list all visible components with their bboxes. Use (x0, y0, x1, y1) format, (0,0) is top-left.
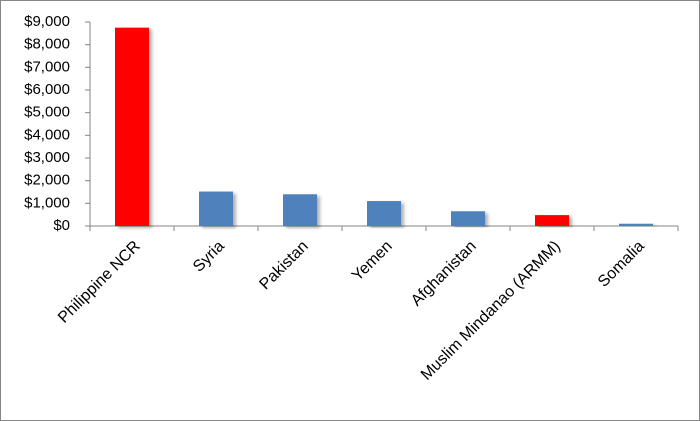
bar (619, 223, 653, 226)
y-tick-label: $0 (53, 217, 70, 234)
bar (451, 211, 485, 226)
bar (535, 215, 569, 226)
y-tick-label: $6,000 (24, 81, 70, 98)
y-tick-label: $3,000 (24, 149, 70, 166)
y-tick-label: $7,000 (24, 58, 70, 75)
bar (367, 201, 401, 226)
y-tick-label: $9,000 (24, 13, 70, 30)
y-tick-label: $4,000 (24, 126, 70, 143)
y-tick-label: $8,000 (24, 36, 70, 53)
y-tick-label: $1,000 (24, 194, 70, 211)
bar (115, 27, 149, 226)
y-tick-label: $5,000 (24, 104, 70, 121)
bar (283, 194, 317, 226)
y-tick-label: $2,000 (24, 172, 70, 189)
bar (199, 191, 233, 226)
